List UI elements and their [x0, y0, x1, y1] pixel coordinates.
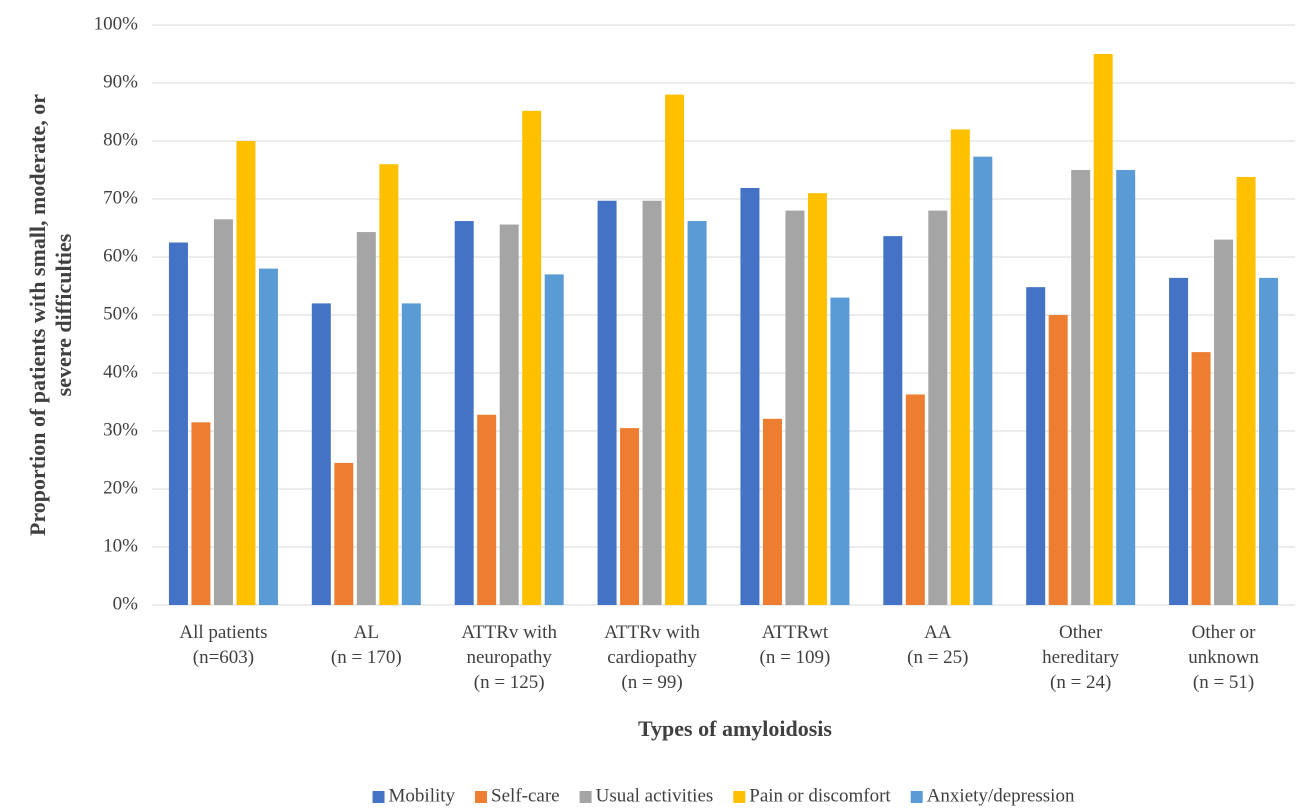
bar	[522, 110, 542, 605]
bar	[499, 224, 519, 605]
x-tick-label-line: All patients	[179, 622, 267, 643]
x-tick-label-line: AA	[924, 622, 952, 643]
x-tick-label: Other or unknown (n = 51)	[1188, 622, 1259, 693]
bar	[687, 221, 707, 606]
bar	[785, 210, 805, 605]
bar	[1116, 170, 1136, 605]
legend-label: Usual activities	[596, 785, 714, 806]
bar	[597, 200, 617, 606]
x-tick-label-line: AL	[354, 622, 379, 643]
bar	[883, 236, 903, 605]
bar	[642, 200, 662, 606]
bar	[454, 221, 474, 606]
y-tick-label: 30%	[103, 419, 138, 440]
x-tick-label-line: (n=603)	[193, 647, 254, 668]
y-tick-label: 60%	[103, 245, 138, 266]
bar	[830, 297, 850, 605]
x-tick-label: ATTRwt (n = 109)	[760, 622, 831, 668]
bar	[950, 129, 970, 605]
y-tick-label: 100%	[94, 13, 139, 34]
bar	[762, 418, 782, 605]
legend-label: Anxiety/depression	[927, 785, 1075, 806]
legend-swatch	[372, 791, 385, 803]
bar	[544, 274, 564, 605]
x-tick-label-line: ATTRv with	[604, 622, 700, 643]
bar	[213, 219, 233, 606]
legend-label: Mobility	[389, 785, 456, 806]
y-axis-title-line: severe difficulties	[51, 233, 76, 396]
bar	[1026, 287, 1046, 605]
legend-label: Self-care	[491, 785, 560, 806]
bar	[401, 303, 421, 605]
bar	[168, 242, 188, 605]
bar	[1093, 54, 1113, 605]
bar	[665, 94, 685, 605]
x-tick-label: Other hereditary (n = 24)	[1042, 622, 1120, 693]
legend-swatch	[475, 791, 488, 803]
x-tick-label-line: neuropathy	[466, 647, 552, 668]
x-tick-label-line: (n = 109)	[760, 647, 831, 668]
x-tick-label: AA (n = 25)	[907, 622, 968, 668]
bar	[1214, 239, 1234, 605]
bar	[191, 422, 211, 605]
bar	[379, 164, 399, 605]
legend-swatch	[733, 791, 746, 803]
legend: Mobility Self-care Usual activities Pain or…	[372, 785, 1075, 806]
bar	[356, 232, 376, 605]
bar	[973, 156, 993, 605]
bar	[1048, 315, 1068, 605]
x-tick-label-line: hereditary	[1042, 647, 1120, 668]
y-tick-label: 0%	[113, 593, 139, 614]
x-tick-label: AL (n = 170)	[331, 622, 402, 668]
x-tick-label: All patients (n=603)	[179, 622, 267, 668]
y-tick-label: 40%	[103, 361, 138, 382]
bar	[334, 462, 354, 605]
legend-swatch	[579, 791, 592, 803]
bar	[740, 187, 760, 606]
x-tick-label-line: (n = 99)	[621, 672, 682, 693]
bar	[236, 141, 256, 605]
bar	[311, 303, 331, 605]
y-axis-title-line: Proportion of patients with small, moder…	[25, 94, 50, 536]
bar	[807, 193, 827, 605]
y-tick-label: 70%	[103, 187, 138, 208]
y-axis-title: Proportion of patients with small, moder…	[25, 94, 76, 536]
legend-label: Pain or discomfort	[749, 785, 891, 806]
x-tick-label-line: ATTRwt	[762, 622, 829, 643]
x-tick-label-line: (n = 51)	[1193, 672, 1254, 693]
legend-swatch	[910, 791, 923, 803]
bar	[477, 414, 497, 605]
bar	[1169, 277, 1189, 605]
x-tick-label-line: (n = 170)	[331, 647, 402, 668]
bar	[905, 394, 925, 605]
x-tick-label-line: ATTRv with	[461, 622, 557, 643]
y-tick-label: 50%	[103, 303, 138, 324]
bar	[1191, 352, 1211, 605]
x-tick-label-line: unknown	[1188, 647, 1259, 668]
x-tick-label-line: Other or	[1192, 622, 1257, 643]
x-tick-label-line: (n = 24)	[1050, 672, 1111, 693]
x-tick-label-line: (n = 125)	[474, 672, 545, 693]
bar	[928, 210, 948, 605]
y-tick-label: 20%	[103, 477, 138, 498]
bar	[620, 428, 640, 605]
x-tick-label-line: (n = 25)	[907, 647, 968, 668]
x-tick-label: ATTRv with neuropathy (n = 125)	[461, 622, 557, 693]
bar	[1071, 170, 1091, 605]
bar	[1236, 176, 1256, 605]
y-tick-label: 90%	[103, 71, 138, 92]
x-tick-label: ATTRv with cardiopathy (n = 99)	[604, 622, 700, 693]
x-tick-label-line: cardiopathy	[607, 647, 697, 668]
y-tick-label: 80%	[103, 129, 138, 150]
x-axis-title: Types of amyloidosis	[638, 716, 832, 741]
x-tick-label-line: Other	[1059, 622, 1103, 643]
bar	[258, 268, 278, 605]
y-tick-label: 10%	[103, 535, 138, 556]
bar	[1259, 277, 1279, 605]
